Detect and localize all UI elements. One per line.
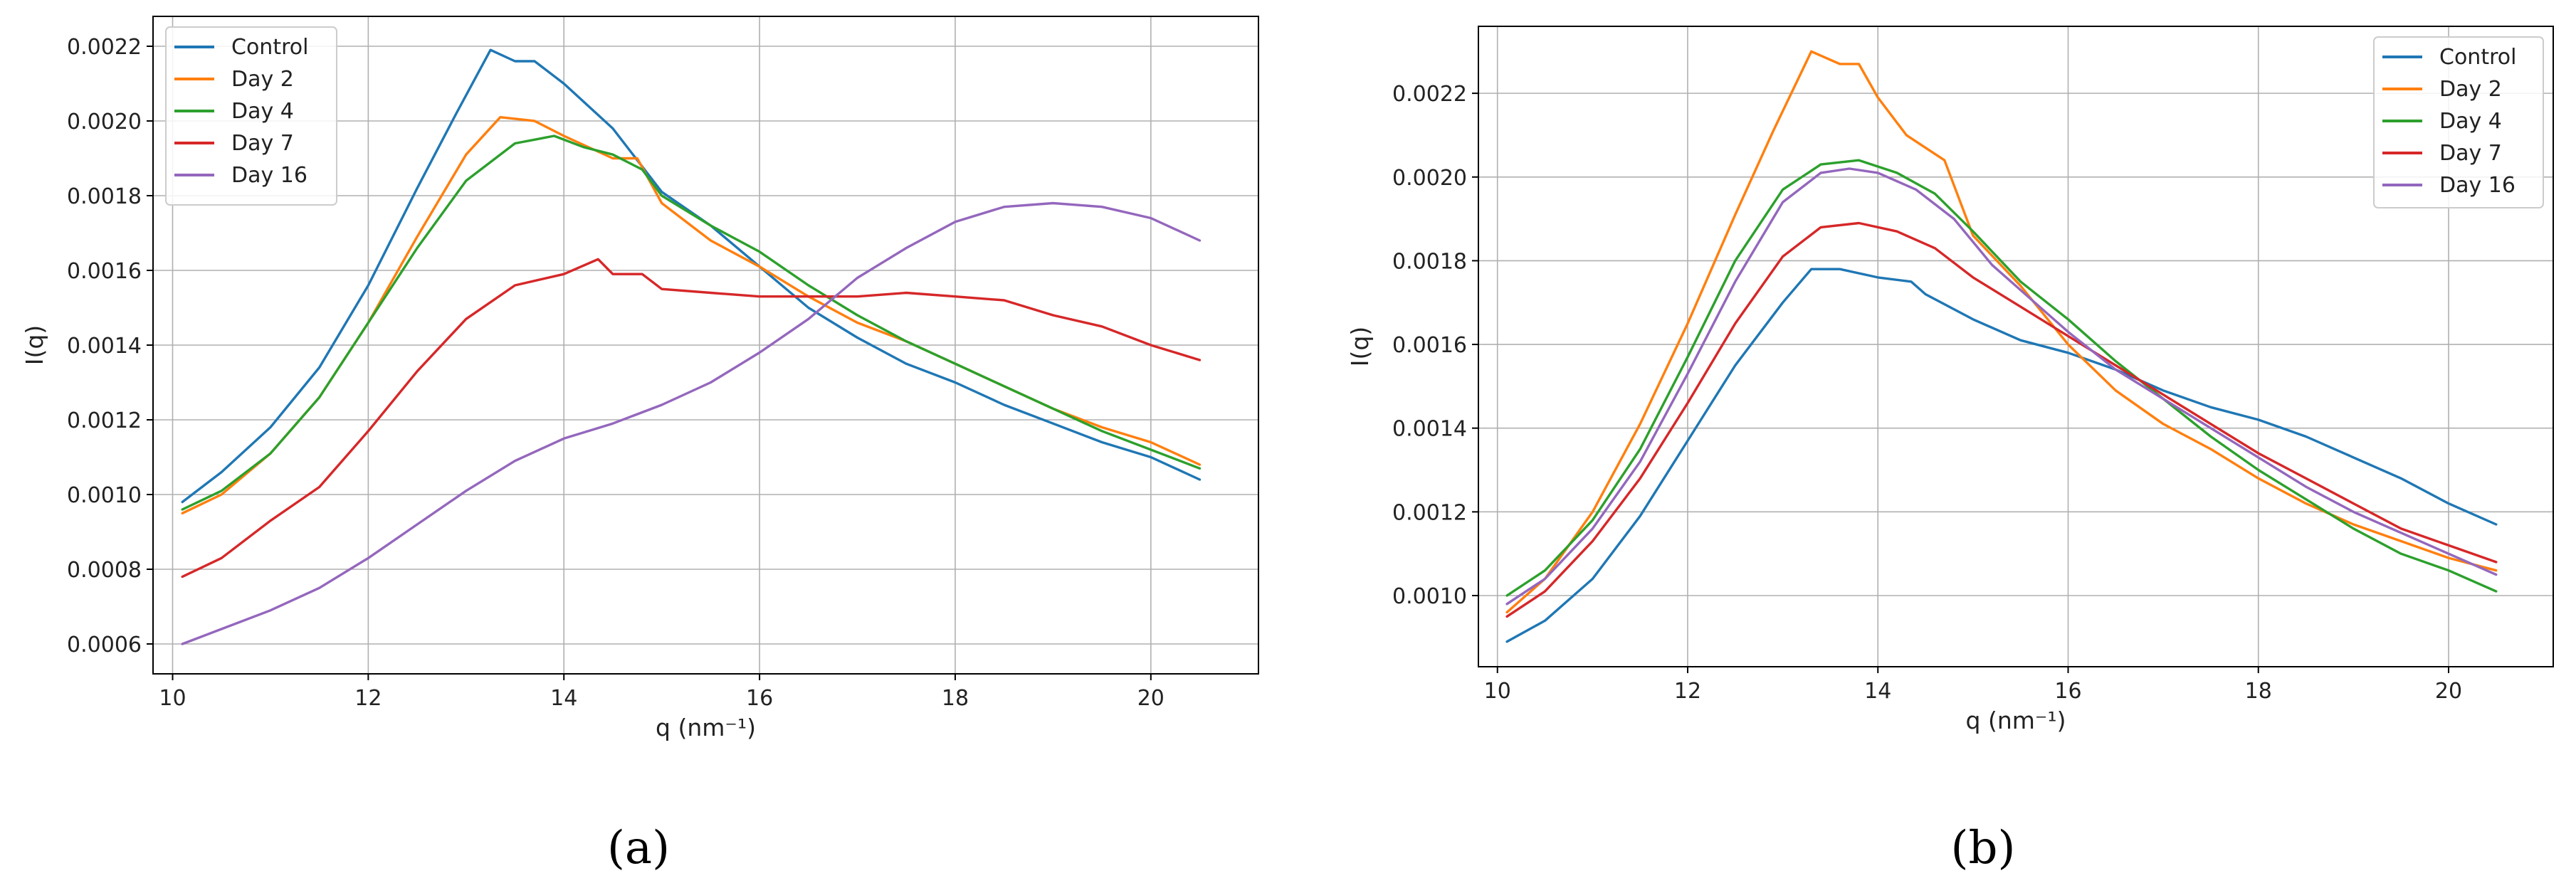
x-tick-label: 16 (746, 686, 773, 711)
y-tick-label: 0.0012 (1392, 500, 1467, 525)
legend: Control Day 2 Day 4 Day 7 Day 16 (165, 26, 337, 206)
legend-label: Control (2439, 45, 2516, 70)
x-tick-label: 10 (159, 686, 186, 711)
chart-panel-a: 10 12 14 16 18 20 0.0006 0.0008 0.0010 0.0012 0.00… (21, 16, 1259, 874)
y-tick-label: 0.0016 (1392, 333, 1467, 358)
series-line-day-4 (181, 134, 1202, 511)
y-tick-label: 0.0014 (1392, 417, 1467, 442)
y-tick-label: 0.0020 (67, 110, 142, 134)
legend-label: Day 4 (2439, 109, 2502, 134)
series-line-day-16 (181, 201, 1202, 645)
legend-label: Day 2 (2439, 77, 2502, 102)
series-line-day-7 (1505, 221, 2498, 618)
x-tick-label: 14 (1864, 679, 1891, 704)
x-tick-label: 12 (354, 686, 382, 711)
y-tick-label: 0.0022 (1392, 82, 1467, 107)
legend-label: Day 7 (2439, 141, 2502, 166)
legend-box (2373, 36, 2544, 208)
y-tick-label: 0.0008 (67, 558, 142, 583)
legend: Control Day 2 Day 4 Day 7 Day 16 (2373, 36, 2544, 208)
x-tick-label: 18 (2245, 679, 2272, 704)
y-tick-label: 0.0010 (1392, 584, 1467, 609)
series-line-day-7 (181, 258, 1202, 578)
x-axis-label: q (nm⁻¹) (1966, 707, 2066, 734)
legend-label: Day 4 (231, 99, 294, 124)
y-axis-label: I(q) (21, 325, 48, 365)
x-tick-label: 20 (1137, 686, 1165, 711)
series-line-day-4 (1505, 159, 2498, 597)
y-tick-label: 0.0012 (67, 408, 142, 433)
y-tick-label: 0.0014 (67, 334, 142, 359)
y-tick-label: 0.0018 (67, 184, 142, 209)
legend-label: Day 2 (231, 67, 294, 92)
x-tick-label: 18 (942, 686, 969, 711)
chart-panel-b: 10 12 14 16 18 20 0.0010 0.0012 0.0014 0.0016 0.00… (1346, 26, 2554, 874)
series-line-day-16 (1505, 167, 2498, 606)
x-axis-label: q (nm⁻¹) (656, 714, 756, 741)
panel-label: (b) (1951, 822, 2016, 874)
y-tick-label: 0.0018 (1392, 249, 1467, 274)
series-line-control (1505, 268, 2498, 643)
y-tick-label: 0.0010 (67, 483, 142, 508)
y-tick-label: 0.0006 (67, 633, 142, 657)
legend-label: Day 7 (231, 131, 294, 156)
series-line-day-2 (1505, 50, 2498, 614)
x-tick-label: 10 (1484, 679, 1511, 704)
y-axis-label: I(q) (1346, 327, 1374, 366)
y-tick-label: 0.0016 (67, 259, 142, 284)
y-tick-label: 0.0020 (1392, 166, 1467, 191)
legend-box (165, 26, 337, 206)
y-tick-label: 0.0022 (67, 35, 142, 60)
x-tick-label: 14 (550, 686, 577, 711)
legend-label: Day 16 (2439, 173, 2515, 198)
x-tick-label: 12 (1674, 679, 1701, 704)
x-tick-label: 20 (2435, 679, 2462, 704)
legend-label: Day 16 (231, 163, 307, 188)
x-tick-label: 16 (2054, 679, 2081, 704)
panel-label: (a) (607, 822, 670, 874)
legend-label: Control (231, 35, 308, 60)
plot-frame (1478, 26, 2554, 667)
